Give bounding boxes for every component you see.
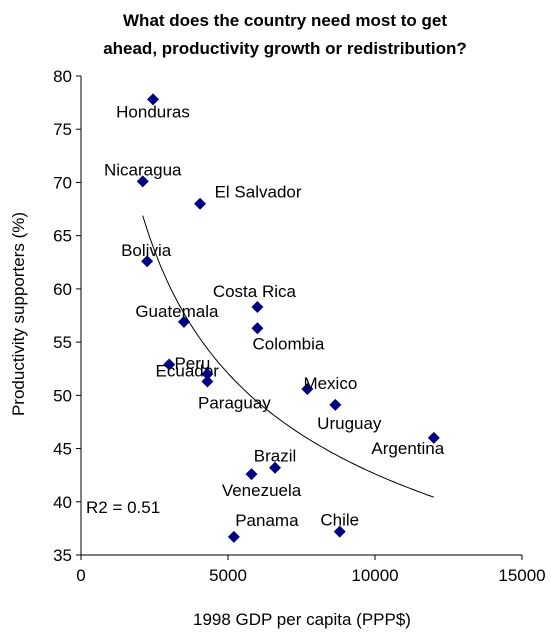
y-tick-label: 55 (53, 333, 72, 352)
data-point-ecuador (163, 358, 176, 371)
point-label-bolivia: Bolivia (121, 241, 172, 260)
point-label-mexico: Mexico (303, 374, 357, 393)
point-label-colombia: Colombia (252, 334, 324, 353)
point-label-chile: Chile (320, 511, 359, 530)
data-point-mexico (301, 382, 314, 395)
data-point-paraguay (201, 375, 214, 388)
y-tick-label: 80 (53, 67, 72, 86)
x-tick-label: 10000 (351, 566, 398, 585)
point-label-el-salvador: El Salvador (215, 183, 302, 202)
data-point-panama (227, 530, 240, 543)
data-point-colombia (251, 322, 264, 335)
chart-title-line-2: ahead, productivity growth or redistribu… (103, 39, 467, 58)
y-axis-label: Productivity supporters (%) (9, 212, 28, 416)
point-label-nicaragua: Nicaragua (104, 160, 182, 179)
y-tick-label: 75 (53, 120, 72, 139)
point-label-peru: Peru (174, 354, 210, 373)
data-point-guatemala (177, 315, 190, 328)
point-label-paraguay: Paraguay (198, 393, 271, 412)
x-axis-label: 1998 GDP per capita (PPP$) (193, 610, 411, 629)
y-tick-label: 65 (53, 227, 72, 246)
data-point-brazil (269, 461, 282, 474)
point-label-brazil: Brazil (254, 447, 297, 466)
plot-area: 35 40 45 50 55 60 65 70 75 80 0 5000 10000 15000 Hondu… (53, 67, 546, 585)
y-tick-label: 50 (53, 386, 72, 405)
point-label-guatemala: Guatemala (135, 302, 219, 321)
data-point-nicaragua (136, 175, 149, 188)
data-point-costa-rica (251, 300, 264, 313)
x-tick-label: 0 (76, 566, 85, 585)
chart-title-line-1: What does the country need most to get (123, 11, 447, 30)
point-label-uruguay: Uruguay (317, 414, 382, 433)
trend-line (142, 215, 434, 498)
data-point-argentina (427, 431, 440, 444)
data-point-chile (333, 525, 346, 538)
x-tick-label: 5000 (209, 566, 247, 585)
data-point-uruguay (329, 398, 342, 411)
point-label-panama: Panama (235, 511, 299, 530)
point-label-honduras: Honduras (116, 102, 190, 121)
y-tick-label: 40 (53, 493, 72, 512)
y-tick-label: 35 (53, 546, 72, 565)
data-point-bolivia (141, 255, 154, 268)
point-label-costa-rica: Costa Rica (213, 282, 297, 301)
y-tick-label: 60 (53, 280, 72, 299)
y-tick-label: 45 (53, 440, 72, 459)
r-squared-annotation: R2 = 0.51 (86, 498, 160, 517)
data-point-venezuela (245, 468, 258, 481)
point-label-venezuela: Venezuela (222, 481, 302, 500)
data-point-peru (201, 368, 214, 381)
point-label-argentina: Argentina (371, 439, 444, 458)
data-point-honduras (147, 93, 160, 106)
x-tick-label: 15000 (498, 566, 545, 585)
data-point-el-salvador (194, 197, 207, 210)
y-tick-label: 70 (53, 173, 72, 192)
